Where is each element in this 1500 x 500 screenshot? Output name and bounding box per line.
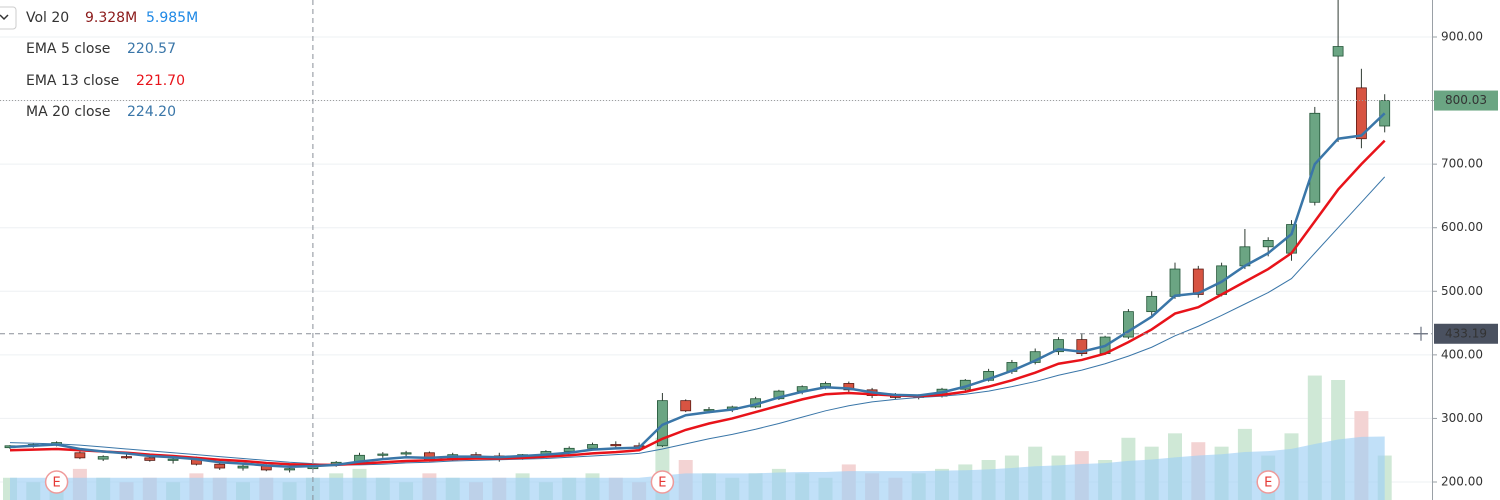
candle-body xyxy=(1356,87,1367,140)
candle-body xyxy=(400,452,412,455)
y-tick-label: 700.00 xyxy=(1441,157,1483,171)
candle-body xyxy=(237,465,249,469)
legend-ema5-value: 220.57 xyxy=(127,41,176,57)
indicator-line xyxy=(9,139,1386,467)
crosshair-label: 433.19 xyxy=(1445,326,1487,340)
collapse-button[interactable] xyxy=(0,6,17,30)
candle-body xyxy=(144,457,156,461)
volume-ma-area xyxy=(10,436,1385,500)
indicator-line xyxy=(9,112,1386,469)
y-tick-label: 200.00 xyxy=(1441,475,1483,489)
earnings-marker xyxy=(650,470,675,494)
earnings-label: E xyxy=(658,476,666,491)
candle-body xyxy=(1053,339,1064,353)
candle-body xyxy=(703,409,715,412)
candle-body xyxy=(587,444,598,449)
candle-body xyxy=(97,456,109,460)
legend-ema13-value: 221.70 xyxy=(136,73,185,89)
candle-body xyxy=(843,383,855,391)
earnings-marker xyxy=(44,470,69,494)
candle-body xyxy=(563,447,575,452)
candle-body xyxy=(284,468,296,471)
legend-vol-value: 9.328M xyxy=(85,10,137,26)
candle-body xyxy=(610,444,622,447)
y-tick-label: 300.00 xyxy=(1441,411,1483,425)
candle-body xyxy=(1146,295,1158,313)
price-axis: 200.00 300.00 400.00 500.00 600.00 700.00 800.… xyxy=(1432,29,1498,489)
candle-body xyxy=(1169,268,1181,297)
candle-body xyxy=(167,458,179,461)
candle-body xyxy=(1309,112,1321,203)
chevron-icon xyxy=(0,14,9,21)
legend-ema5-name: EMA 5 close xyxy=(26,41,110,57)
y-tick-label: 600.00 xyxy=(1441,220,1483,234)
candle-body xyxy=(1123,311,1134,338)
earnings-label: E xyxy=(1264,476,1272,491)
candle-body xyxy=(1192,268,1204,295)
candle-body xyxy=(1332,46,1344,57)
legend-ma20-name: MA 20 close xyxy=(26,104,110,120)
candle-body xyxy=(680,400,692,412)
candle-body xyxy=(121,456,132,459)
y-tick-label: 500.00 xyxy=(1441,284,1483,298)
legend-vol-name: Vol 20 xyxy=(26,10,69,26)
candle-body xyxy=(377,453,389,456)
candle-body xyxy=(214,463,226,469)
crosshair-plus-icon xyxy=(1414,326,1428,341)
crosshair-badge xyxy=(1434,323,1498,344)
legend-vol-ma-value: 5.985M xyxy=(146,10,198,26)
price-axis-bg xyxy=(1432,0,1500,500)
y-tick-label: 400.00 xyxy=(1441,347,1483,361)
candle-body xyxy=(1076,339,1088,354)
candle-body xyxy=(1262,240,1274,248)
legend-ma20-value: 224.20 xyxy=(127,104,176,120)
earnings-marker xyxy=(1256,470,1280,494)
legend-ema13-name: EMA 13 close xyxy=(26,73,119,89)
y-tick-label: 900.00 xyxy=(1441,29,1483,43)
last-price-label: 800.03 xyxy=(1445,93,1487,107)
earnings-label: E xyxy=(52,476,60,491)
last-price-badge xyxy=(1434,90,1498,111)
candle-body xyxy=(74,452,86,459)
indicator-line xyxy=(9,176,1386,466)
legend: Vol 20 9.328M 5.985M EMA 5 close 220.57 … xyxy=(0,6,198,120)
